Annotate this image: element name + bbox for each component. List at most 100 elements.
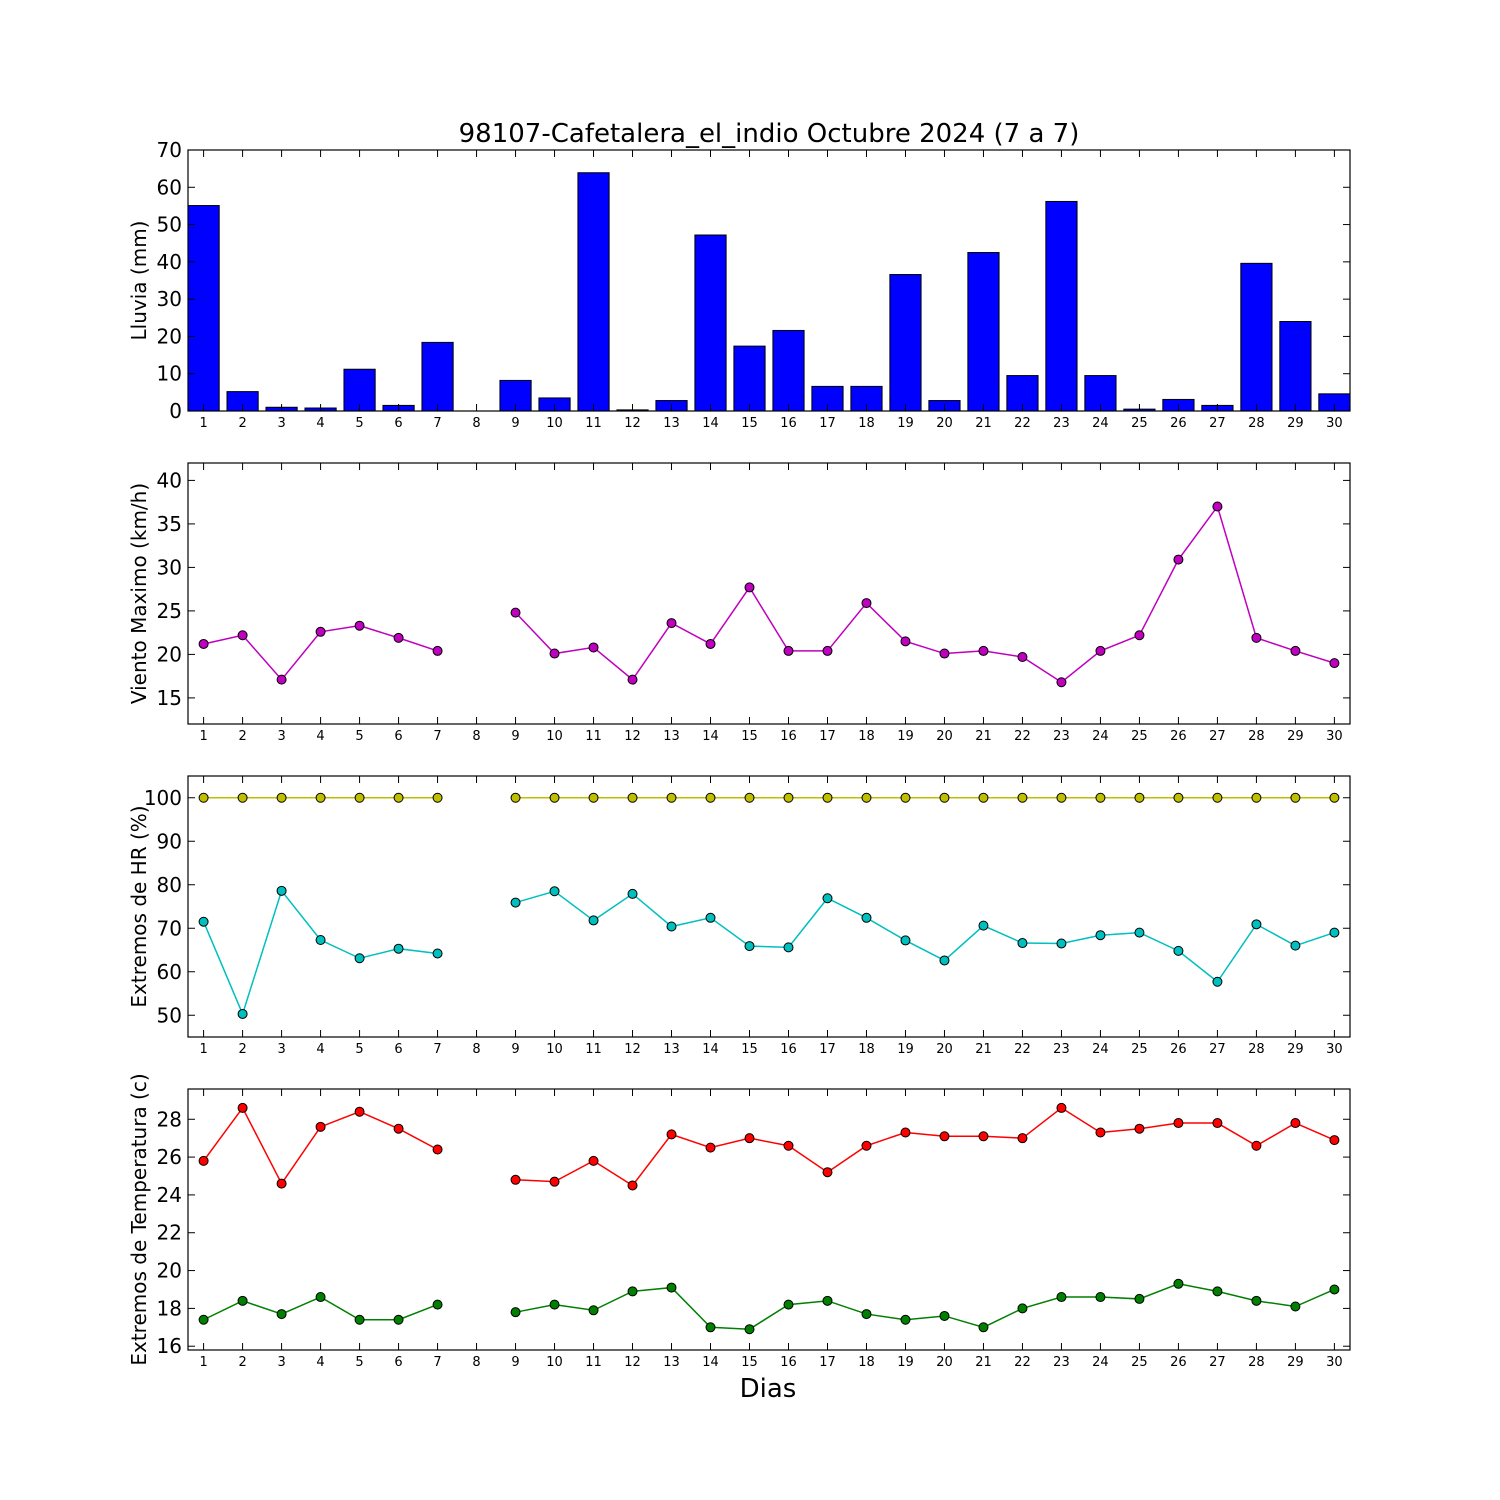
x-tick-label: 28 [1248,1355,1265,1370]
x-tick-label: 14 [702,416,719,431]
data-point [627,888,638,899]
data-point [1173,1118,1184,1129]
data-point [549,1299,560,1310]
y-tick-label: 20 [157,1259,182,1283]
x-tick-label: 11 [585,416,602,431]
data-point [1290,645,1301,656]
data-point [666,792,677,803]
x-tick-label: 3 [277,1355,285,1370]
x-tick-label: 4 [316,1355,324,1370]
x-tick-label: 14 [702,1355,719,1370]
bar [694,234,727,412]
x-tick-label: 28 [1248,416,1265,431]
data-point [1056,1102,1067,1113]
x-tick-label: 18 [858,729,875,744]
x-tick-label: 8 [472,1042,480,1057]
data-point [1329,658,1340,669]
x-tick-label: 24 [1092,1042,1109,1057]
data-point [432,1299,443,1310]
data-point [627,792,638,803]
data-point [1173,792,1184,803]
y-tick-label: 15 [157,686,182,710]
y-tick-label: 60 [157,960,182,984]
x-tick-label: 12 [624,1042,641,1057]
data-point [354,953,365,964]
y-tick-label: 40 [157,468,182,492]
data-point [276,674,287,685]
data-point [1212,1286,1223,1297]
data-point [1095,930,1106,941]
x-tick-label: 28 [1248,729,1265,744]
x-tick-label: 18 [858,416,875,431]
x-tick-label: 12 [624,416,641,431]
x-tick-label: 1 [199,729,207,744]
data-point [276,792,287,803]
series-1 [198,792,1340,803]
data-point [861,598,872,609]
data-point [198,638,209,649]
x-tick-label: 23 [1053,416,1070,431]
data-point [1290,1301,1301,1312]
y-tick-label: 25 [157,599,182,623]
x-tick-label: 22 [1014,1042,1031,1057]
data-point [666,921,677,932]
y-tick-label: 24 [157,1183,182,1207]
y-axis-label: Extremos de Temperatura (c) [127,1073,151,1365]
data-point [1056,677,1067,688]
data-point [705,1142,716,1153]
y-tick-label: 60 [157,175,182,199]
x-tick-label: 30 [1326,1042,1343,1057]
data-point [237,792,248,803]
data-point [1134,630,1145,641]
y-axis-label: Extremos de HR (%) [127,805,151,1007]
data-point [822,1295,833,1306]
x-tick-label: 17 [819,729,836,744]
data-point [822,893,833,904]
x-tick-label: 4 [316,729,324,744]
x-tick-label: 8 [472,1355,480,1370]
x-tick-label: 6 [394,729,402,744]
data-point [1251,1140,1262,1151]
data-point [510,1307,521,1318]
x-tick-label: 30 [1326,729,1343,744]
data-point [900,935,911,946]
y-tick-label: 16 [157,1334,182,1358]
data-point [783,1140,794,1151]
data-point [822,1167,833,1178]
data-point [822,645,833,656]
y-tick-label: 18 [157,1296,182,1320]
data-point [744,941,755,952]
bar [577,172,610,412]
data-point [666,618,677,629]
x-tick-label: 11 [585,1042,602,1057]
data-point [237,1008,248,1019]
x-tick-label: 6 [394,1355,402,1370]
x-tick-label: 13 [663,1355,680,1370]
y-tick-label: 80 [157,873,182,897]
data-point [744,792,755,803]
x-tick-label: 10 [546,1355,563,1370]
x-tick-label: 14 [702,729,719,744]
data-point [900,1314,911,1325]
y-tick-label: 70 [157,138,182,162]
y-tick-label: 22 [157,1221,182,1245]
x-tick-label: 29 [1287,416,1304,431]
data-point [1329,1135,1340,1146]
x-tick-label: 8 [472,416,480,431]
series-line [515,504,1335,684]
data-point [861,1140,872,1151]
data-point [939,792,950,803]
x-tick-label: 5 [355,416,363,431]
x-tick-label: 12 [624,729,641,744]
axes-frame [187,775,1351,1038]
data-point [1173,554,1184,565]
y-axis-label: Viento Maximo (km/h) [127,483,151,704]
x-tick-label: 12 [624,1355,641,1370]
data-point [237,1102,248,1113]
data-point [1329,1284,1340,1295]
data-point [1017,792,1028,803]
x-tick-label: 27 [1209,729,1226,744]
data-point [1251,632,1262,643]
